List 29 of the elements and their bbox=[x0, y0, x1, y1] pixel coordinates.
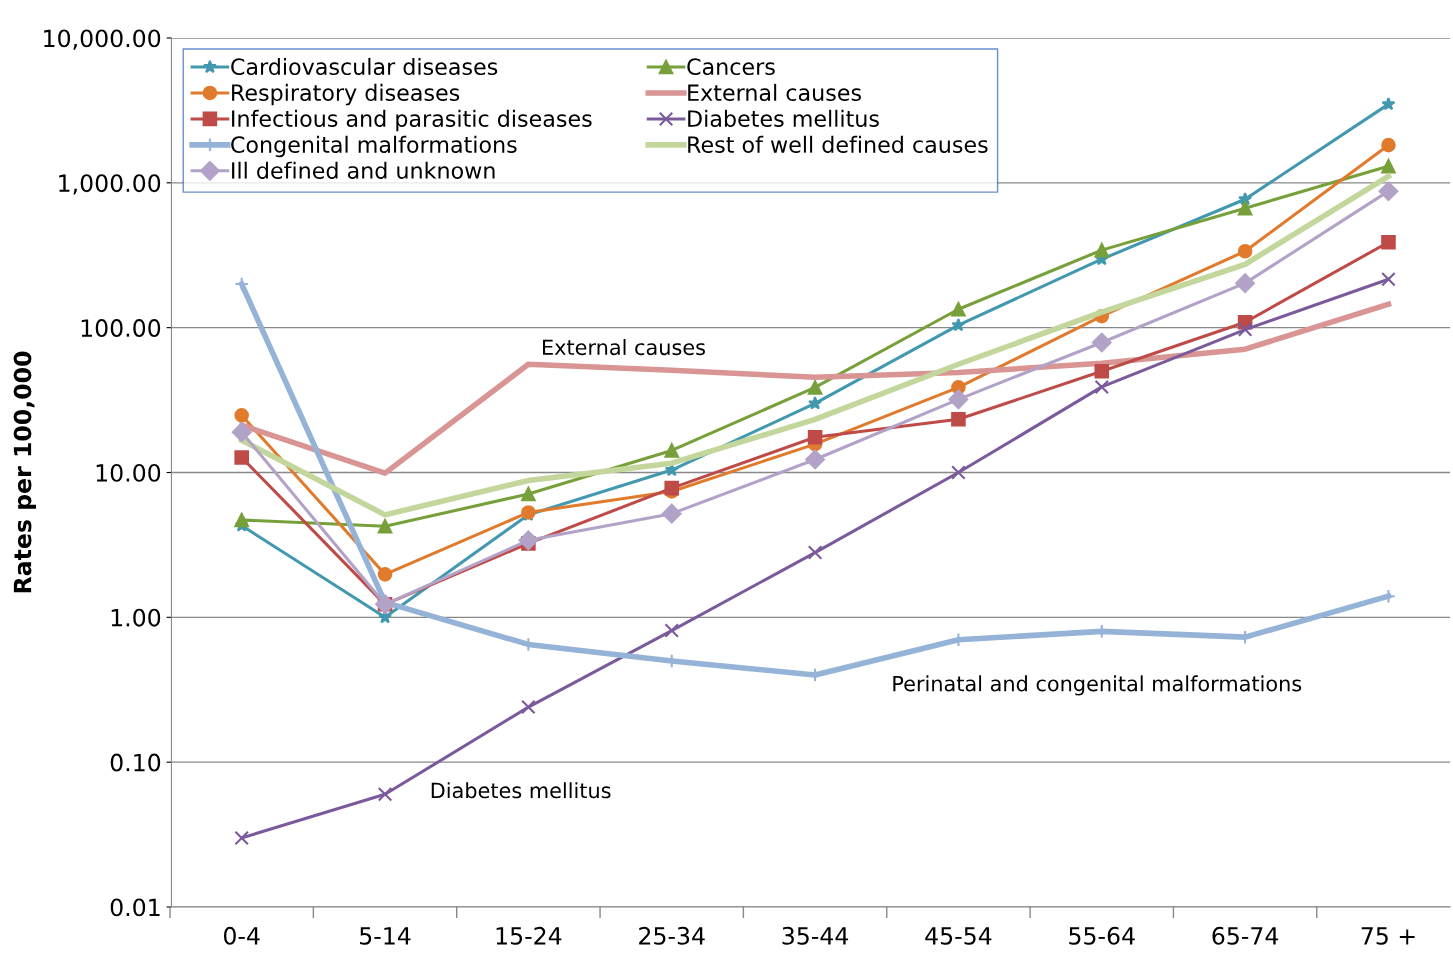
y-tick-label: 1.00 bbox=[111, 608, 161, 627]
y-tick-label: 10,000.00 bbox=[44, 29, 161, 50]
x-tick-label: 25-34 bbox=[639, 926, 705, 945]
x-tick-label: 65-74 bbox=[1212, 926, 1279, 945]
x-tick-label: 45-54 bbox=[925, 927, 992, 945]
legend-label: External causes bbox=[688, 83, 861, 102]
x-tick-label: 55-64 bbox=[1069, 926, 1135, 945]
x-tick-label: 35-44 bbox=[782, 926, 849, 945]
y-tick-label: 10.00 bbox=[96, 463, 161, 482]
y-tick-label: 0.01 bbox=[110, 898, 160, 917]
x-tick-label: 15-24 bbox=[496, 926, 562, 945]
y-axis-title: Rates per 100,000 bbox=[13, 351, 37, 593]
annotation: Perinatal and congenital malformations bbox=[893, 675, 1302, 696]
annotation: Diabetes mellitus bbox=[431, 782, 611, 799]
legend-label: Congenital malformations bbox=[231, 135, 517, 158]
annotation: External causes bbox=[543, 339, 705, 356]
legend-label: Cardiovascular diseases bbox=[231, 57, 498, 76]
y-tick-label: 100.00 bbox=[81, 319, 161, 337]
x-tick-label: 5-14 bbox=[360, 927, 411, 945]
y-tick-label: 1,000.00 bbox=[59, 174, 161, 195]
legend-label: Ill defined and unknown bbox=[232, 161, 495, 179]
y-tick-label: 0.10 bbox=[110, 753, 161, 772]
legend-label: Cancers bbox=[687, 58, 775, 76]
legend-label: Diabetes mellitus bbox=[688, 109, 879, 127]
legend-label: Rest of well defined causes bbox=[688, 135, 988, 153]
x-tick-label: 0-4 bbox=[223, 926, 260, 945]
x-tick-label: 75 + bbox=[1361, 927, 1415, 945]
legend-label: Infectious and parasitic diseases bbox=[232, 109, 592, 132]
legend-label: Respiratory diseases bbox=[232, 83, 460, 106]
